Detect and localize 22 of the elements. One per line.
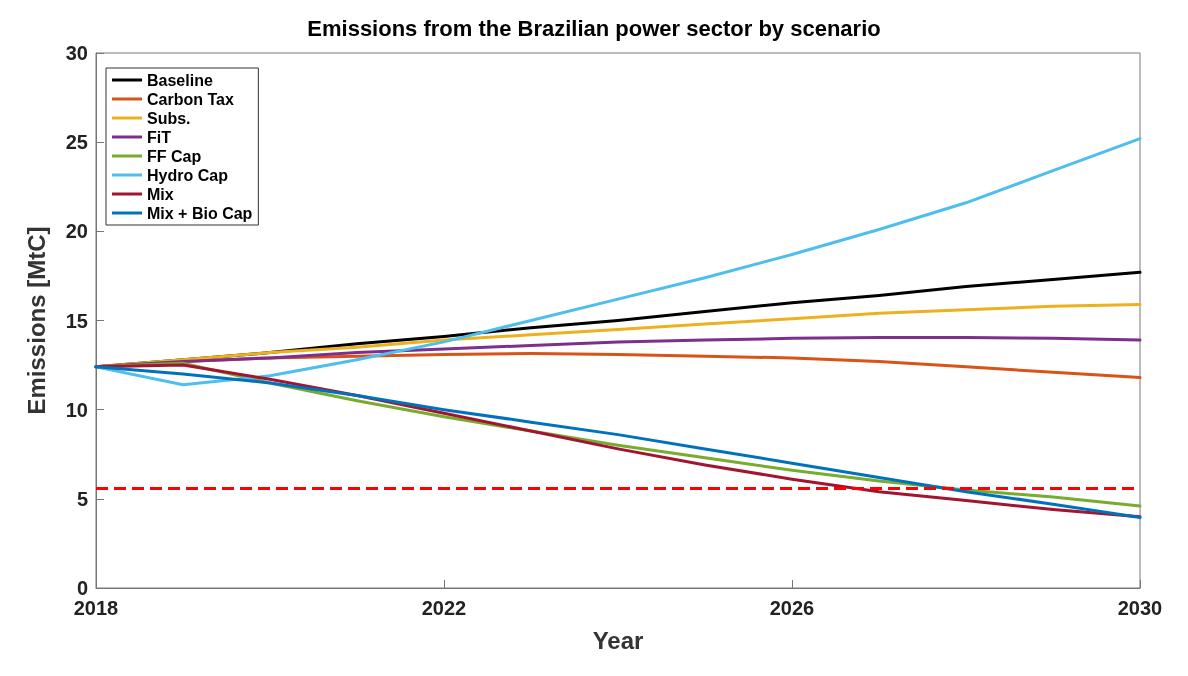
legend-label: Subs. (147, 109, 191, 127)
y-tick-label: 15 (65, 309, 88, 332)
legend-label: Mix + Bio Cap (147, 204, 253, 222)
legend-label: FF Cap (147, 147, 202, 165)
x-tick-label: 2026 (769, 597, 815, 619)
y-tick-label: 10 (65, 398, 88, 421)
x-tick-label: 2018 (73, 597, 119, 619)
y-tick-label: 30 (65, 42, 88, 64)
legend-label: Carbon Tax (147, 90, 234, 108)
x-axis-title: Year (592, 626, 644, 654)
chart-title: Emissions from the Brazilian power sector by scenario (307, 15, 881, 41)
x-tick-label: 2022 (421, 597, 467, 619)
legend-label: Baseline (147, 71, 213, 89)
y-tick-label: 20 (65, 220, 88, 243)
y-axis-title: Emissions [MtC] (22, 226, 50, 415)
legend-label: FiT (147, 128, 172, 146)
y-tick-label: 0 (76, 577, 88, 599)
y-tick-label: 5 (76, 487, 88, 510)
legend-label: Mix (147, 185, 174, 203)
x-tick-label: 2030 (1117, 597, 1163, 619)
legend-label: Hydro Cap (147, 166, 229, 184)
y-tick-label: 25 (65, 131, 88, 154)
